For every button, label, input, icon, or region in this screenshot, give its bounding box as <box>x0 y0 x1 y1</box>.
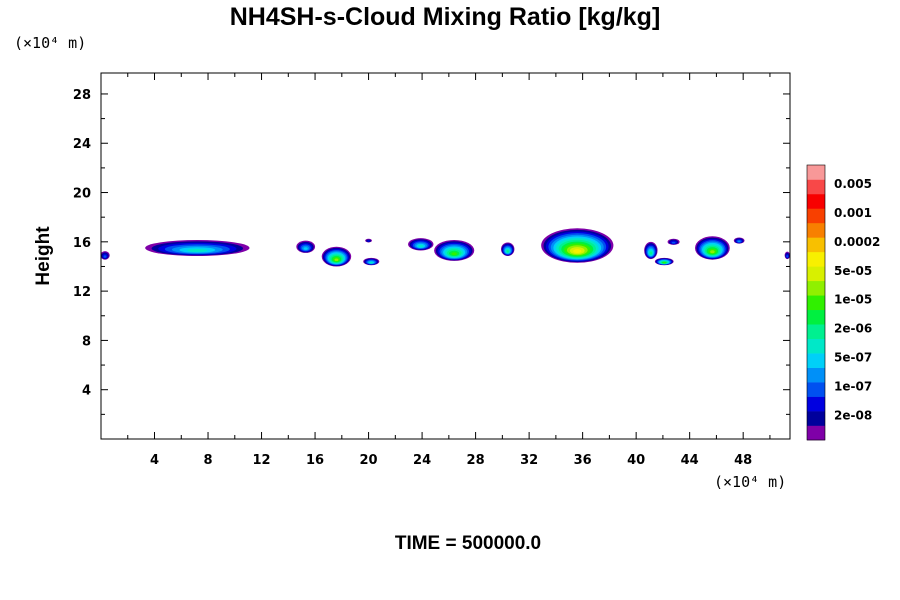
x-tick-label: 32 <box>520 453 538 468</box>
cloud-blob <box>644 241 658 260</box>
cloud-blob <box>101 251 110 260</box>
colorbar-swatch <box>807 193 825 209</box>
cloud-contour <box>418 244 424 248</box>
cloud-blob <box>363 257 380 266</box>
cloud-contour <box>710 250 715 254</box>
y-tick-label: 4 <box>82 384 91 399</box>
cloud-contour <box>662 261 666 264</box>
cloud-contour <box>451 252 458 256</box>
colorbar-swatch <box>807 280 825 296</box>
cloud-blob <box>501 242 515 256</box>
cloud-blob <box>733 237 745 244</box>
y-tick-label: 20 <box>73 187 91 202</box>
y-tick-label: 24 <box>73 137 91 152</box>
colorbar-swatch <box>807 208 825 224</box>
cloud-blob <box>408 238 434 251</box>
colorbar-swatch <box>807 353 825 368</box>
y-tick-label: 8 <box>82 334 91 349</box>
cloud-contour <box>671 241 676 244</box>
cloud-contour <box>649 251 653 255</box>
colorbar-swatch <box>807 266 825 282</box>
colorbar-swatch <box>807 367 825 383</box>
colorbar-swatch <box>807 309 825 325</box>
x-tick-label: 28 <box>467 453 485 468</box>
cloud-blob <box>784 251 790 260</box>
colorbar-swatch <box>807 222 825 238</box>
colorbar-label: 5e-07 <box>834 351 872 365</box>
x-tick-label: 16 <box>306 453 324 468</box>
y-tick-label: 28 <box>73 88 91 103</box>
cloud-contour <box>103 255 107 258</box>
colorbar-label: 1e-07 <box>834 380 872 394</box>
colorbar: 2e-08 1e-07 5e-07 2e-06 1e-05 5e-05 0.0002 0.00… <box>806 164 880 441</box>
colorbar-swatch <box>807 237 825 253</box>
x-tick-label: 8 <box>204 453 213 468</box>
colorbar-swatch <box>807 411 825 426</box>
colorbar-swatch <box>807 338 825 354</box>
colorbar-label: 0.001 <box>834 206 872 220</box>
cloud-contour <box>369 261 373 264</box>
cloud-blob <box>296 240 316 253</box>
cloud-blob <box>654 257 674 266</box>
plot-frame <box>100 72 791 440</box>
cloud-contour <box>187 248 208 252</box>
cloud-contour <box>737 240 741 243</box>
x-tick-label: 40 <box>627 453 645 468</box>
x-tick-label: 4 <box>150 453 159 468</box>
x-axis-unit: (×10⁴ m) <box>714 473 786 491</box>
x-tick-label: 48 <box>734 453 752 468</box>
cloud-blob <box>667 238 680 245</box>
y-tick-label: 16 <box>73 236 91 251</box>
y-axis-unit: (×10⁴ m) <box>14 34 86 52</box>
y-axis-ticks: 4 8 12 16 20 24 28 <box>73 88 790 415</box>
cloud-blob <box>321 246 352 267</box>
x-tick-label: 12 <box>252 453 270 468</box>
colorbar-label: 5e-05 <box>834 264 872 278</box>
cloud-blob <box>365 238 372 243</box>
x-tick-label: 44 <box>681 453 699 468</box>
cloud-blob <box>541 228 614 263</box>
colorbar-swatch <box>807 425 825 441</box>
chart-title: NH4SH-s-Cloud Mixing Ratio [kg/kg] <box>230 3 661 31</box>
colorbar-frame <box>806 164 826 441</box>
y-axis-label: Height <box>33 226 54 286</box>
y-tick-label: 12 <box>73 285 91 300</box>
cloud-contour <box>786 255 789 258</box>
colorbar-swatch <box>807 396 825 412</box>
colorbar-swatch <box>807 251 825 267</box>
colorbar-swatch <box>807 324 825 339</box>
colorbar-label: 0.005 <box>834 177 872 191</box>
x-tick-label: 20 <box>360 453 378 468</box>
colorbar-swatch <box>807 382 825 397</box>
cloud-contour <box>506 250 509 253</box>
cloud-contour <box>573 249 582 254</box>
cloud-contour <box>303 247 308 250</box>
colorbar-swatch <box>807 165 825 180</box>
cloud-blob <box>145 239 250 256</box>
colorbar-label: 0.0002 <box>834 235 880 249</box>
colorbar-swatch <box>807 179 825 195</box>
x-tick-label: 24 <box>413 453 431 468</box>
colorbar-label: 1e-05 <box>834 293 872 307</box>
cloud-field <box>101 228 790 267</box>
colorbar-label: 2e-08 <box>834 409 872 423</box>
colorbar-swatch <box>807 295 825 311</box>
colorbar-label: 2e-06 <box>834 322 872 336</box>
time-label: TIME = 500000.0 <box>395 533 541 554</box>
cloud-blob <box>695 236 730 260</box>
x-axis-ticks: 4 8 12 16 20 24 28 32 36 40 44 48 <box>127 73 771 468</box>
cloud-blob <box>434 239 475 261</box>
cloud-contour <box>334 258 339 262</box>
x-tick-label: 36 <box>574 453 592 468</box>
cloud-contour <box>367 240 370 242</box>
